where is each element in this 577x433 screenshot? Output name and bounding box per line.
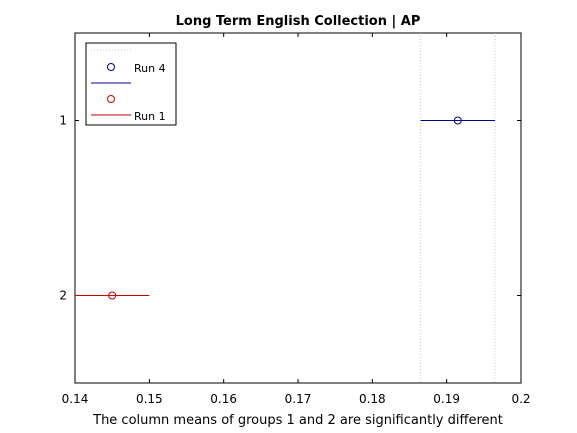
- reference-lines: [420, 33, 496, 383]
- legend-box: [85, 42, 177, 126]
- y-tick-label: 2: [59, 289, 67, 303]
- y-tick-label: 1: [59, 114, 67, 128]
- mean-marker-run-1: [108, 291, 117, 300]
- legend: Run 4 Run 1: [85, 42, 177, 126]
- x-axis-label: The column means of groups 1 and 2 are s…: [92, 413, 503, 428]
- x-tick-label: 0.17: [285, 392, 312, 406]
- chart-title: Long Term English Collection | AP: [176, 14, 421, 29]
- x-tick-label: 0.14: [62, 392, 89, 406]
- x-tick-label: 0.19: [433, 392, 460, 406]
- mean-marker-run-4: [453, 116, 462, 125]
- x-tick-label: 0.16: [210, 392, 237, 406]
- legend-label-run-4: Run 4: [134, 62, 166, 75]
- legend-marker-run-1: [107, 95, 115, 103]
- x-tick-label: 0.15: [136, 392, 163, 406]
- x-tick-label: 0.2: [511, 392, 530, 406]
- legend-marker-run-4: [107, 63, 115, 71]
- x-tick-label: 0.18: [359, 392, 386, 406]
- legend-label-run-1: Run 1: [134, 110, 166, 123]
- series-layer: [75, 116, 495, 300]
- x-axis-ticks: 0.14 0.15 0.16 0.17 0.18 0.19 0.2: [62, 33, 531, 406]
